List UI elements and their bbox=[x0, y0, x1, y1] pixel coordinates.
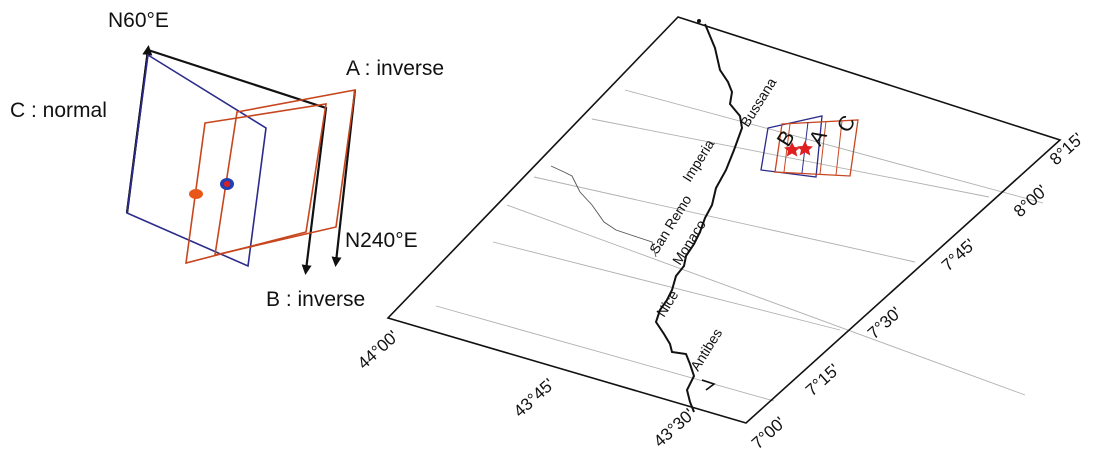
inset-rect-orange bbox=[774, 119, 859, 177]
lat-gridline-43-45 bbox=[506, 204, 1026, 396]
direction-line-b bbox=[331, 89, 357, 267]
lon-gridline-8-00 bbox=[591, 118, 990, 198]
lat-label-43-30: 43°30' bbox=[650, 405, 698, 451]
plane-b-outline bbox=[185, 103, 327, 265]
epicenter-orange bbox=[189, 189, 203, 199]
fault-plane-diagram: N60°E N240°E A : inverse B : inverse C :… bbox=[10, 9, 444, 311]
lat-gridline-44-00 bbox=[624, 89, 1044, 204]
north-marker bbox=[697, 19, 701, 23]
map-frame bbox=[386, 16, 1062, 424]
border-line bbox=[550, 165, 657, 258]
coastline bbox=[654, 23, 744, 413]
plane-label-a: A : inverse bbox=[346, 57, 444, 80]
direction-label-south: N240°E bbox=[345, 229, 418, 252]
plane-label-b: B : inverse bbox=[266, 288, 365, 311]
plane-a-outline bbox=[214, 89, 356, 257]
lon-gridline-7-15 bbox=[435, 305, 775, 402]
lon-gridline-7-45 bbox=[533, 176, 916, 263]
inset-rect-blue bbox=[760, 115, 823, 178]
inset-divider-4 bbox=[835, 120, 843, 176]
antibes-cape bbox=[701, 379, 716, 391]
place-label-antibes: Antibes bbox=[687, 326, 725, 374]
map-grid bbox=[435, 89, 1044, 402]
lat-label-44-00: 44°00' bbox=[354, 327, 402, 373]
epicenter-star-2 bbox=[797, 141, 813, 156]
map: B A C Bussana Imperia San Remo Monaco Ni… bbox=[354, 16, 1087, 453]
direction-line-n240e bbox=[147, 48, 328, 275]
epicenter-star-1 bbox=[784, 142, 800, 157]
lat-label-43-45: 43°45' bbox=[510, 375, 558, 421]
lon-gridline-7-30 bbox=[492, 241, 841, 331]
plane-label-c: C : normal bbox=[10, 99, 107, 122]
inset-divider-3 bbox=[819, 120, 827, 175]
inset-label-b: B bbox=[773, 127, 800, 151]
lon-label-7-00: 7°00' bbox=[748, 413, 789, 453]
plane-c-outline bbox=[126, 53, 267, 268]
lon-label-7-30: 7°30' bbox=[864, 303, 905, 343]
lon-label-8-15: 8°15' bbox=[1046, 129, 1087, 169]
epicenter-blue-core bbox=[224, 181, 230, 187]
place-label-imperia: Imperia bbox=[679, 136, 717, 184]
inset-rectangles: B A C bbox=[760, 112, 860, 178]
lon-label-8-00: 8°00' bbox=[1010, 181, 1051, 221]
inset-label-a: A bbox=[805, 126, 832, 150]
place-label-bussana: Bussana bbox=[737, 75, 780, 130]
lon-label-7-45: 7°45' bbox=[938, 235, 979, 275]
place-label-nice: Nice bbox=[653, 287, 682, 319]
direction-label-north: N60°E bbox=[108, 9, 169, 32]
